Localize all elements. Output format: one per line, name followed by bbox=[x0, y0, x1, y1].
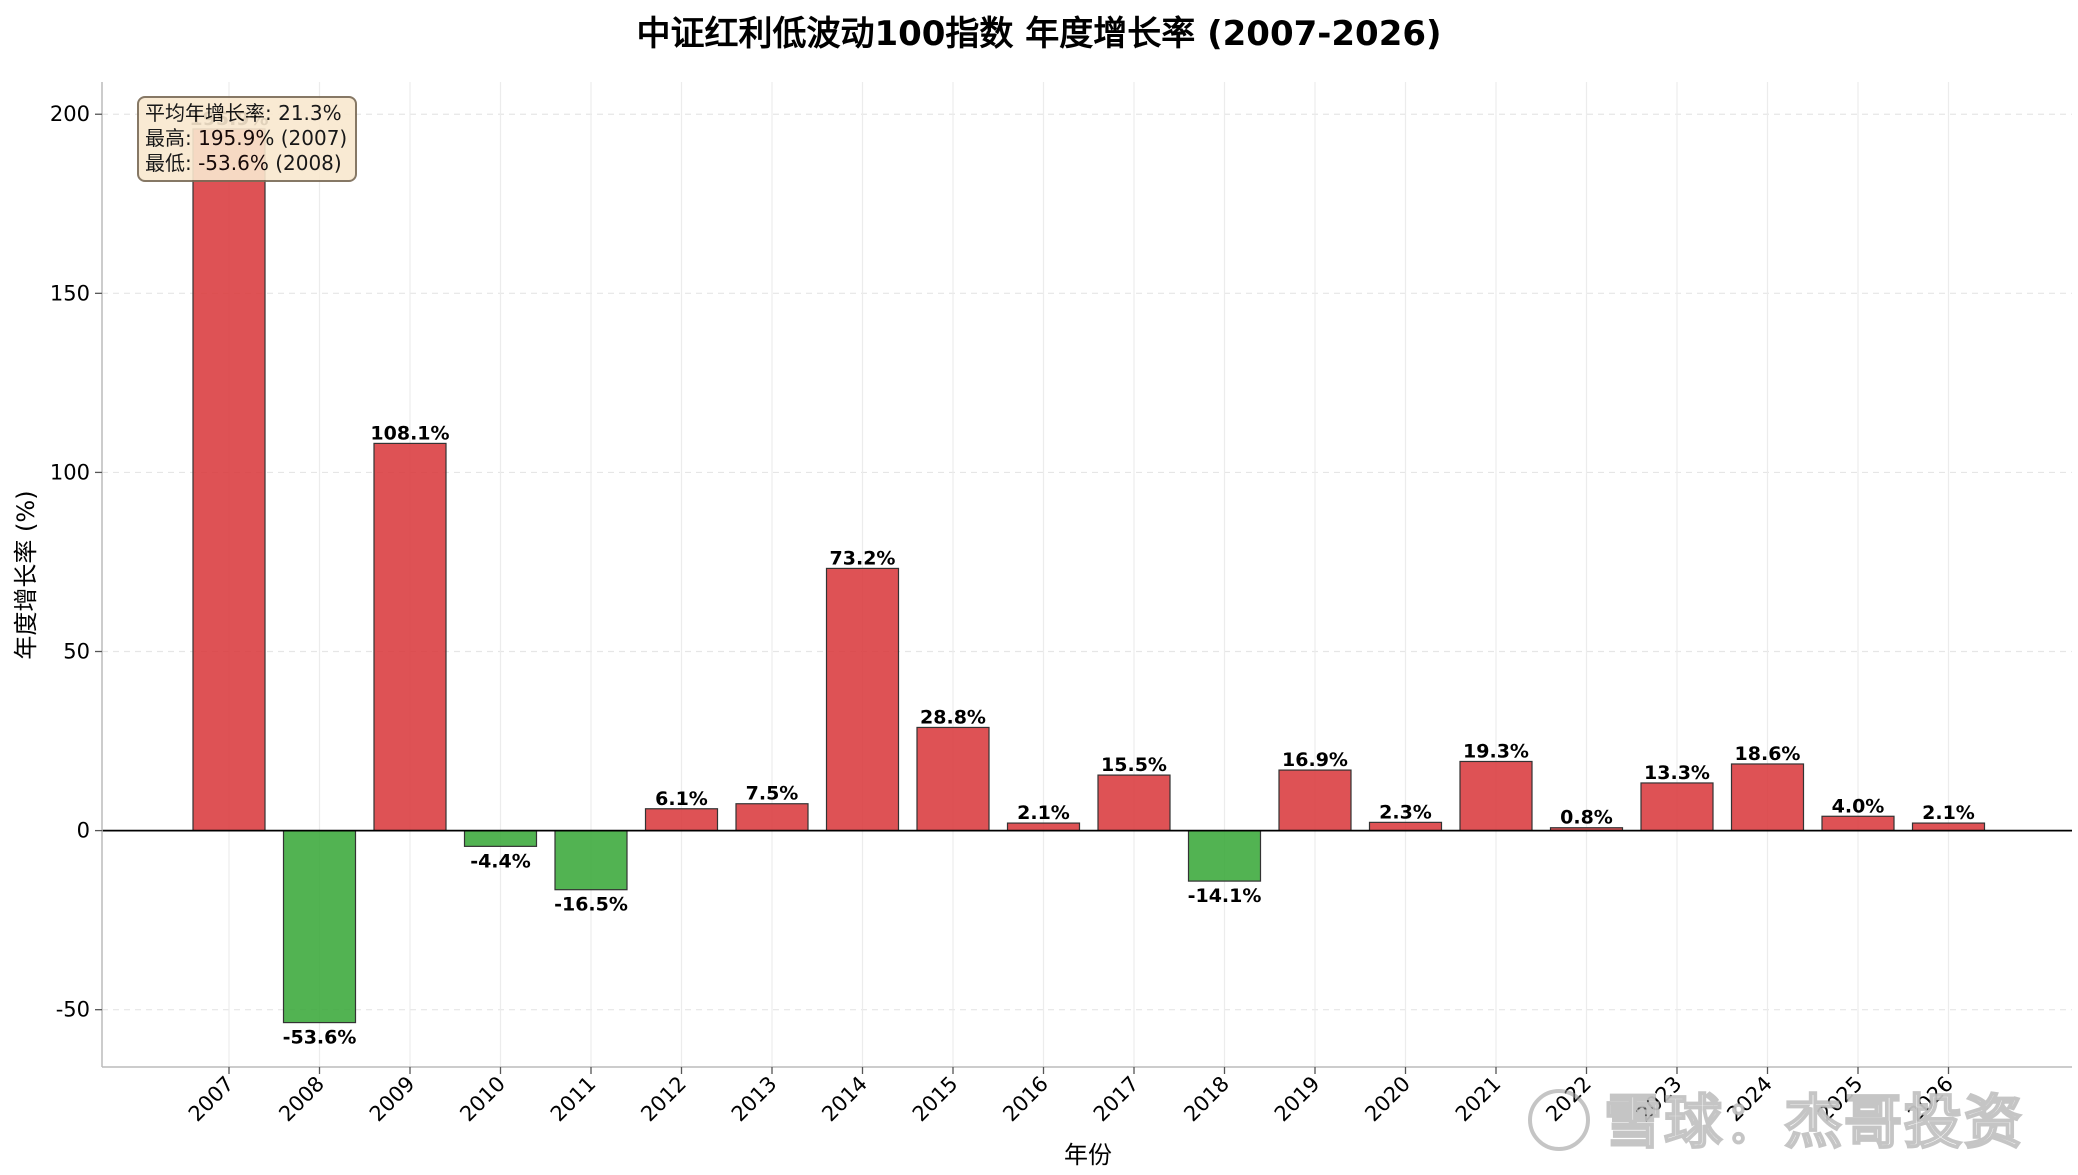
stats-box: 平均年增长率: 21.3% 最高: 195.9% (2007) 最低: -53.… bbox=[137, 96, 358, 182]
bar-2011 bbox=[554, 829, 628, 891]
value-label-2024: 18.6% bbox=[1735, 743, 1801, 765]
watermark-text: 雪球：杰哥投资 bbox=[1603, 1087, 2025, 1157]
bar-2024 bbox=[1730, 763, 1805, 832]
y-axis-label: 年度增长率 (%) bbox=[12, 490, 40, 659]
stat-average: 平均年增长率: 21.3% bbox=[145, 101, 342, 125]
value-label-2012: 6.1% bbox=[655, 788, 708, 810]
value-label-2021: 19.3% bbox=[1463, 740, 1529, 762]
value-label-2011: -16.5% bbox=[554, 894, 628, 916]
x-tick-label-2019: 2019 bbox=[1270, 1072, 1325, 1127]
bar-2017 bbox=[1097, 774, 1171, 832]
value-label-2008: -53.6% bbox=[283, 1027, 357, 1049]
bar-2012 bbox=[644, 808, 719, 832]
bar-2007 bbox=[192, 128, 266, 832]
value-label-2019: 16.9% bbox=[1282, 749, 1348, 771]
value-label-2009: 108.1% bbox=[370, 422, 449, 444]
value-label-2020: 2.3% bbox=[1379, 801, 1432, 823]
bar-2023 bbox=[1640, 782, 1714, 832]
value-label-2018: -14.1% bbox=[1188, 885, 1262, 907]
x-tick-label-2018: 2018 bbox=[1179, 1072, 1234, 1127]
x-tick-label-2016: 2016 bbox=[998, 1072, 1053, 1127]
value-label-2010: -4.4% bbox=[470, 850, 531, 872]
x-tick-label-2013: 2013 bbox=[727, 1072, 782, 1127]
x-tick-label-2020: 2020 bbox=[1360, 1072, 1415, 1127]
stat-highest: 最高: 195.9% (2007) bbox=[145, 126, 348, 150]
bar-2010 bbox=[463, 829, 538, 847]
value-label-2015: 28.8% bbox=[920, 706, 986, 728]
bar-2020 bbox=[1368, 821, 1443, 832]
x-axis-label: 年份 bbox=[1064, 1141, 1112, 1169]
y-tick-label--50: -50 bbox=[56, 998, 90, 1022]
bar-value-labels: 195.9%-53.6%108.1%-4.4%-16.5%6.1%7.5%73.… bbox=[189, 108, 1974, 1049]
y-tick-label-200: 200 bbox=[50, 102, 90, 126]
value-label-2014: 73.2% bbox=[830, 547, 896, 569]
value-label-2013: 7.5% bbox=[746, 783, 799, 805]
x-tick-label-2008: 2008 bbox=[274, 1072, 329, 1127]
x-tick-label-2015: 2015 bbox=[908, 1072, 963, 1127]
y-tick-label-50: 50 bbox=[63, 640, 90, 664]
bar-2025 bbox=[1821, 815, 1895, 832]
x-tick-label-2011: 2011 bbox=[546, 1072, 601, 1127]
x-tick-label-2012: 2012 bbox=[636, 1072, 691, 1127]
bar-2016 bbox=[1006, 822, 1081, 832]
x-tick-label-2007: 2007 bbox=[184, 1072, 239, 1127]
value-label-2023: 13.3% bbox=[1644, 762, 1710, 784]
bar-2026 bbox=[1911, 822, 1986, 832]
bar-2018 bbox=[1187, 829, 1262, 882]
value-label-2016: 2.1% bbox=[1017, 802, 1070, 824]
y-tick-label-0: 0 bbox=[77, 819, 90, 843]
grid bbox=[102, 82, 2072, 1067]
bar-2008 bbox=[282, 829, 357, 1024]
watermark: 雪球：杰哥投资 bbox=[1528, 1075, 2024, 1159]
value-label-2025: 4.0% bbox=[1832, 795, 1885, 817]
x-tick-label-2021: 2021 bbox=[1451, 1072, 1506, 1127]
bar-2019 bbox=[1278, 769, 1352, 832]
x-tick-label-2014: 2014 bbox=[817, 1072, 872, 1127]
x-tick-label-2010: 2010 bbox=[455, 1072, 510, 1127]
value-label-2017: 15.5% bbox=[1101, 754, 1167, 776]
value-label-2026: 2.1% bbox=[1922, 802, 1975, 824]
value-label-2022: 0.8% bbox=[1560, 807, 1613, 829]
bar-2009 bbox=[373, 442, 447, 832]
y-tick-label-100: 100 bbox=[50, 460, 90, 484]
snowball-logo-icon bbox=[1528, 1088, 1590, 1151]
bar-2013 bbox=[735, 803, 809, 832]
bar-2021 bbox=[1459, 760, 1533, 832]
bar-2015 bbox=[916, 726, 990, 832]
chart-title: 中证红利低波动100指数 年度增长率 (2007-2026) bbox=[636, 14, 1442, 54]
bar-2014 bbox=[825, 567, 900, 832]
x-tick-label-2017: 2017 bbox=[1089, 1072, 1144, 1127]
x-tick-label-2009: 2009 bbox=[365, 1072, 420, 1127]
stat-lowest: 最低: -53.6% (2008) bbox=[145, 151, 342, 175]
bars bbox=[192, 128, 1986, 1024]
y-tick-label-150: 150 bbox=[50, 281, 90, 305]
